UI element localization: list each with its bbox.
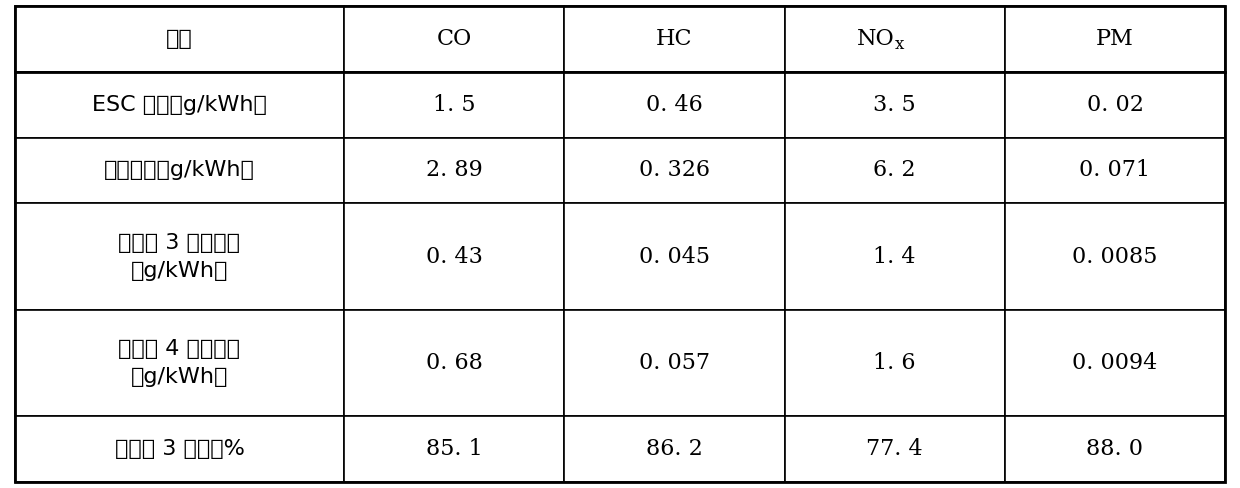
- Text: HC: HC: [656, 28, 693, 50]
- Bar: [15, 6, 343, 72]
- Bar: [1004, 203, 1225, 310]
- Bar: [1004, 416, 1225, 482]
- Bar: [785, 416, 1004, 482]
- Text: 1. 6: 1. 6: [873, 352, 916, 374]
- Bar: [15, 138, 343, 203]
- Text: 0. 0094: 0. 0094: [1073, 352, 1158, 374]
- Text: 0. 46: 0. 46: [646, 94, 703, 116]
- Text: 2. 89: 2. 89: [425, 160, 482, 182]
- Bar: [343, 72, 564, 138]
- Text: 86. 2: 86. 2: [646, 438, 703, 460]
- Bar: [564, 6, 785, 72]
- Text: ESC 限值（g/kWh）: ESC 限值（g/kWh）: [92, 95, 267, 115]
- Bar: [1004, 6, 1225, 72]
- Text: 0. 057: 0. 057: [639, 352, 711, 374]
- Text: 0. 326: 0. 326: [639, 160, 711, 182]
- Text: 0. 02: 0. 02: [1086, 94, 1143, 116]
- Bar: [15, 416, 343, 482]
- Text: 0. 071: 0. 071: [1080, 160, 1151, 182]
- Text: 实施例 3 转化率%: 实施例 3 转化率%: [114, 439, 244, 459]
- Bar: [15, 203, 343, 310]
- Bar: [15, 310, 343, 416]
- Text: PM: PM: [1096, 28, 1133, 50]
- Text: 85. 1: 85. 1: [425, 438, 482, 460]
- Text: 0. 43: 0. 43: [425, 245, 482, 267]
- Bar: [343, 416, 564, 482]
- Text: 0. 0085: 0. 0085: [1073, 245, 1158, 267]
- Bar: [564, 416, 785, 482]
- Bar: [785, 138, 1004, 203]
- Text: 实施例 4 净化排放
（g/kWh）: 实施例 4 净化排放 （g/kWh）: [119, 339, 241, 387]
- Bar: [785, 72, 1004, 138]
- Bar: [564, 138, 785, 203]
- Text: 项目: 项目: [166, 29, 193, 49]
- Text: 6. 2: 6. 2: [873, 160, 916, 182]
- Bar: [785, 203, 1004, 310]
- Bar: [343, 6, 564, 72]
- Text: 实施例 3 净化排放
（g/kWh）: 实施例 3 净化排放 （g/kWh）: [119, 233, 241, 281]
- Bar: [343, 203, 564, 310]
- Bar: [1004, 72, 1225, 138]
- Bar: [564, 310, 785, 416]
- Text: 1. 4: 1. 4: [873, 245, 916, 267]
- Bar: [343, 310, 564, 416]
- Bar: [15, 72, 343, 138]
- Bar: [1004, 310, 1225, 416]
- Text: x: x: [895, 36, 904, 53]
- Bar: [564, 203, 785, 310]
- Text: 0. 045: 0. 045: [639, 245, 711, 267]
- Text: 3. 5: 3. 5: [873, 94, 916, 116]
- Bar: [343, 138, 564, 203]
- Bar: [785, 6, 1004, 72]
- Text: 77. 4: 77. 4: [867, 438, 923, 460]
- Text: CO: CO: [436, 28, 472, 50]
- Text: 88. 0: 88. 0: [1086, 438, 1143, 460]
- Bar: [564, 72, 785, 138]
- Text: NO: NO: [857, 28, 895, 50]
- Bar: [1004, 138, 1225, 203]
- Bar: [785, 310, 1004, 416]
- Text: 0. 68: 0. 68: [425, 352, 482, 374]
- Text: 原车排放（g/kWh）: 原车排放（g/kWh）: [104, 161, 255, 181]
- Text: 1. 5: 1. 5: [433, 94, 475, 116]
